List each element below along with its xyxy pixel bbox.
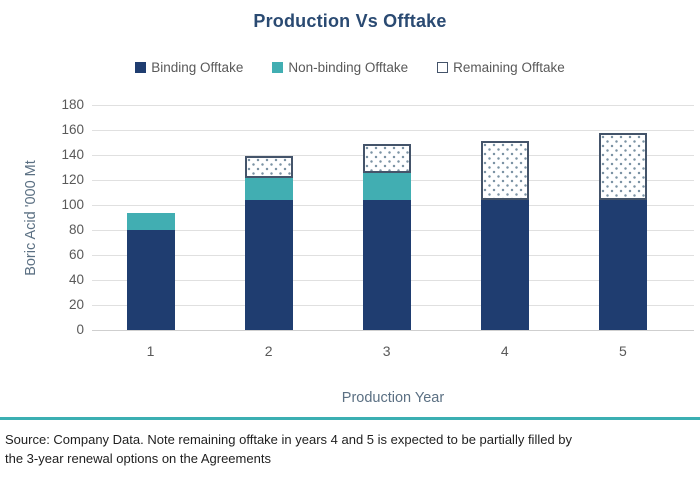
x-tick-label-1: 1 — [146, 343, 155, 359]
x-tick-label-4: 4 — [500, 343, 509, 359]
legend-item-remaining-offtake: Remaining Offtake — [437, 60, 565, 75]
legend-item-non-binding-offtake: Non-binding Offtake — [272, 60, 408, 75]
gridline-160 — [92, 130, 694, 131]
legend-item-binding-offtake: Binding Offtake — [135, 60, 243, 75]
segment-binding-offtake-year-5 — [598, 200, 647, 330]
divider-line — [0, 417, 700, 420]
legend-label-remaining: Remaining Offtake — [453, 60, 565, 75]
x-tick-label-5: 5 — [618, 343, 627, 359]
source-note-line-1: Source: Company Data. Note remaining off… — [5, 432, 573, 447]
legend-label-binding: Binding Offtake — [151, 60, 244, 75]
legend-swatch-non-binding-icon — [272, 62, 284, 73]
y-tick-label-40: 40 — [68, 272, 84, 287]
bar-year-5 — [598, 132, 647, 330]
y-tick-label-0: 0 — [76, 322, 84, 337]
y-tick-label-60: 60 — [68, 247, 84, 262]
segment-binding-offtake-year-4 — [480, 200, 529, 330]
chart-legend: Binding Offtake Non-binding Offtake Rema… — [0, 60, 700, 75]
segment-remaining-offtake-year-3 — [362, 143, 411, 173]
chart-title: Production Vs Offtake — [253, 11, 447, 31]
x-axis-title: Production Year — [341, 390, 445, 406]
x-tick-label-2: 2 — [264, 343, 273, 359]
bar-year-4 — [480, 141, 529, 330]
segment-binding-offtake-year-3 — [362, 200, 411, 330]
y-axis-title: Boric Acid '000 Mt — [23, 160, 39, 276]
y-tick-label-120: 120 — [61, 172, 84, 187]
source-note-line-2: the 3-year renewal options on the Agreem… — [5, 451, 271, 466]
segment-remaining-offtake-year-5 — [598, 132, 647, 200]
y-tick-label-80: 80 — [68, 222, 84, 237]
segment-binding-offtake-year-2 — [244, 200, 293, 330]
legend-swatch-remaining-icon — [437, 62, 449, 73]
bar-year-2 — [244, 156, 293, 330]
legend-swatch-binding-icon — [135, 62, 147, 73]
segment-remaining-offtake-year-2 — [244, 156, 293, 178]
bar-year-3 — [362, 143, 411, 330]
segment-non-binding-offtake-year-1 — [126, 212, 175, 230]
x-tick-label-3: 3 — [382, 343, 391, 359]
bar-year-1 — [126, 212, 175, 330]
segment-non-binding-offtake-year-3 — [362, 172, 411, 200]
segment-non-binding-offtake-year-2 — [244, 177, 293, 200]
segment-binding-offtake-year-1 — [126, 230, 175, 330]
y-tick-label-20: 20 — [68, 297, 84, 312]
y-tick-label-100: 100 — [61, 197, 84, 212]
y-tick-label-140: 140 — [61, 147, 84, 162]
segment-remaining-offtake-year-4 — [480, 141, 529, 200]
legend-label-non-binding: Non-binding Offtake — [288, 60, 409, 75]
y-tick-label-160: 160 — [61, 122, 84, 137]
gridline-180 — [92, 105, 694, 106]
plot-area: 0 20 40 60 80 100 120 140 160 180 1 2 3 4 5 — [61, 98, 694, 358]
source-note: Source: Company Data. Note remaining off… — [5, 430, 700, 468]
y-tick-label-180: 180 — [61, 97, 84, 112]
gridline-0 — [92, 330, 694, 331]
